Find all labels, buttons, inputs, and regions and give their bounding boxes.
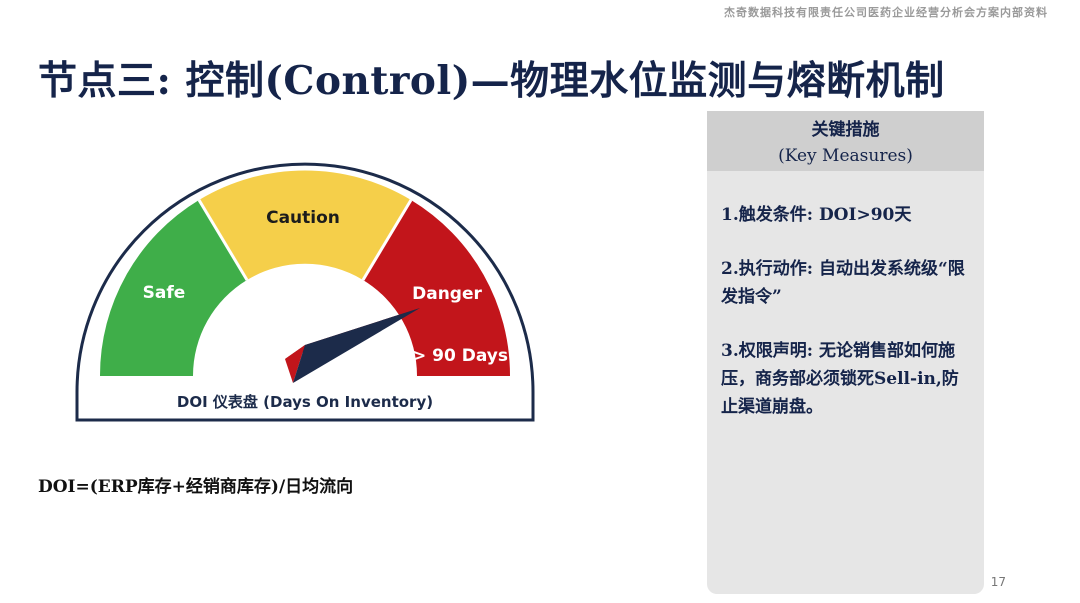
page-title: 节点三: 控制(Control)—物理水位监测与熔断机制 (38, 58, 945, 104)
measures-list: 1.触发条件: DOI>90天 2.执行动作: 自动出发系统级“限发指令” 3.… (707, 171, 984, 421)
gauge-graphic: Safe Caution Danger > 90 Days DOI 仪表盘 (D… (75, 162, 535, 422)
measure-item: 3.权限声明: 无论销售部如何施压，商务部必须锁死Sell-in,防止渠道崩盘。 (721, 341, 959, 417)
gauge-zone-caution (199, 170, 411, 280)
panel-title: 关键措施 (811, 120, 880, 140)
panel-header: 关键措施 (Key Measures) (707, 111, 984, 171)
panel-subtitle: (Key Measures) (778, 146, 913, 166)
doi-formula: DOI=(ERP库存+经销商库存)/日均流向 (38, 477, 354, 497)
gauge-needle-base (285, 345, 305, 383)
zone-divider (361, 199, 413, 281)
watermark-text: 杰奇数据科技有限责任公司医药企业经营分析会方案内部资料 (724, 6, 1048, 19)
zone-label-caution: Caution (266, 208, 340, 228)
measure-item: 1.触发条件: DOI>90天 (721, 205, 912, 225)
page-number: 17 (990, 575, 1006, 589)
gauge-caption: DOI 仪表盘 (Days On Inventory) (177, 393, 433, 411)
threshold-label: > 90 Days (412, 346, 508, 366)
gauge-zone-safe (99, 200, 247, 376)
zone-label-safe: Safe (143, 283, 186, 303)
gauge-zone-danger (363, 200, 511, 376)
gauge-needle-shadow (293, 308, 420, 383)
zone-label-danger: Danger (412, 284, 482, 304)
measure-item: 2.执行动作: 自动出发系统级“限发指令” (721, 259, 965, 307)
zone-divider (197, 199, 249, 281)
key-measures-panel: 关键措施 (Key Measures) 1.触发条件: DOI>90天 2.执行… (707, 111, 984, 594)
doi-gauge: Safe Caution Danger > 90 Days DOI 仪表盘 (D… (72, 152, 538, 424)
